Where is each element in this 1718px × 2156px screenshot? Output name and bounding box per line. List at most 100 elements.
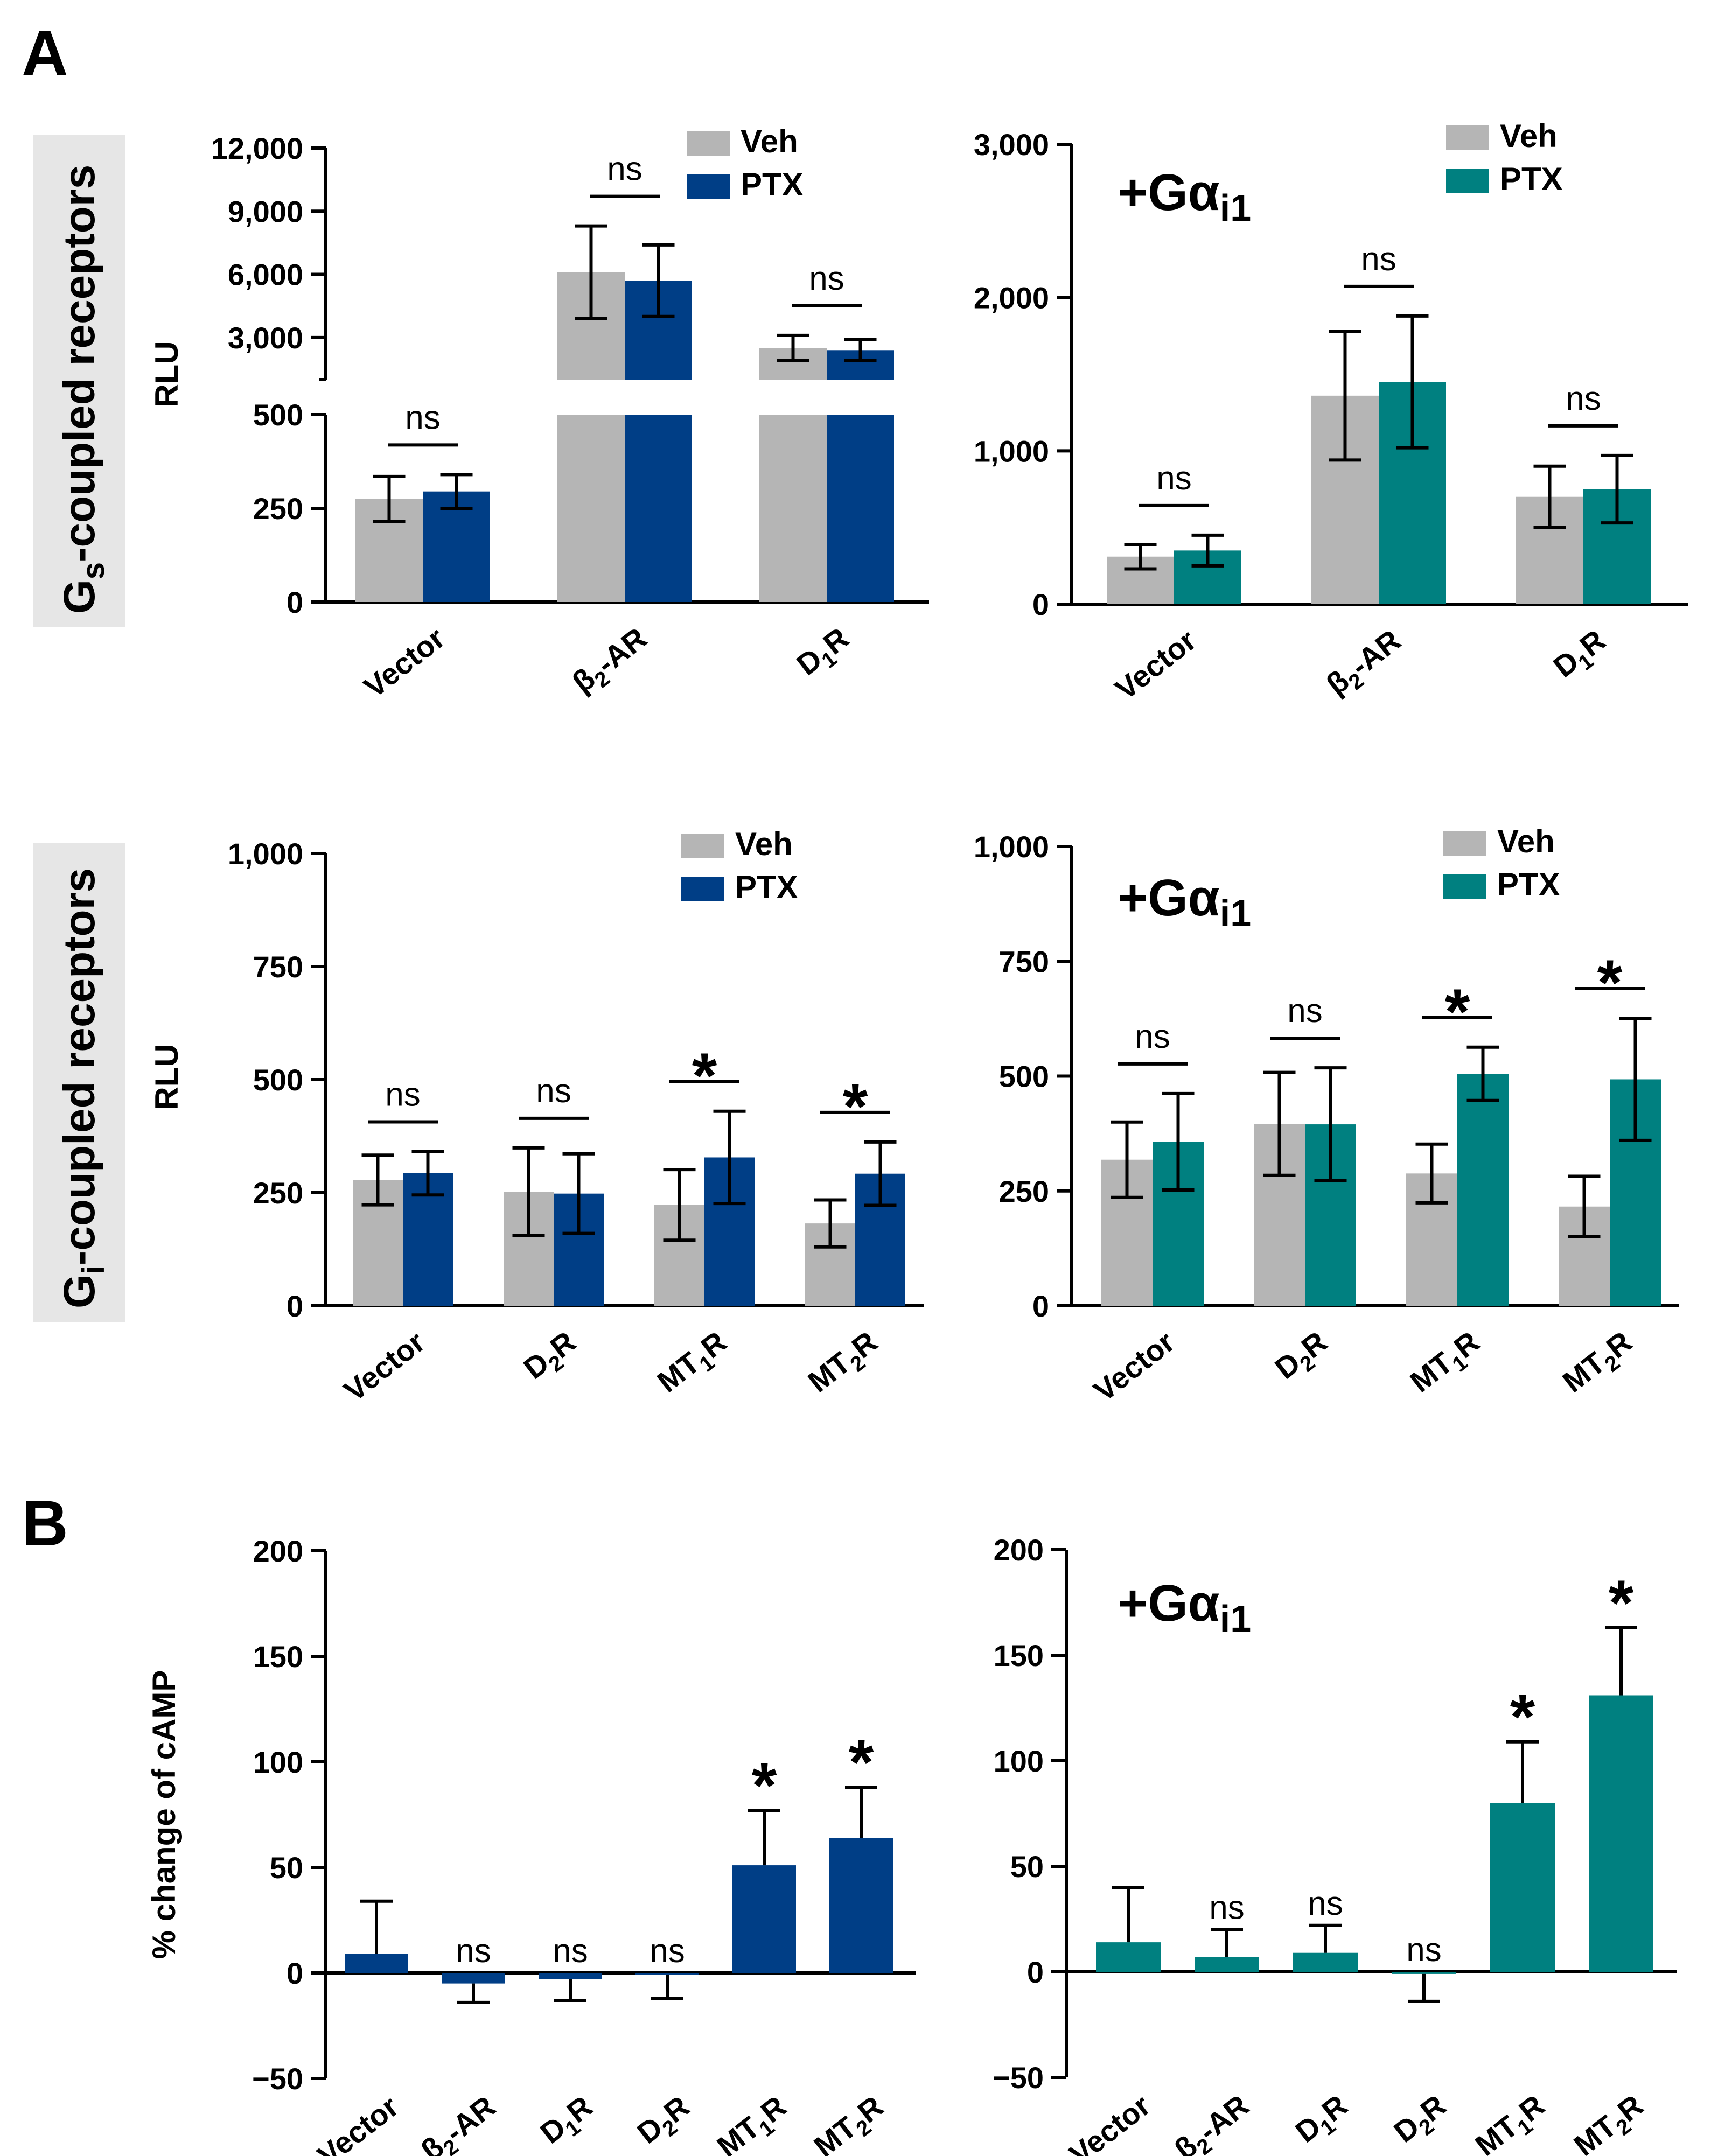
x-tick-label-main: MT	[1556, 1345, 1611, 1398]
significance-label: ns	[809, 260, 844, 297]
significance-label: *	[752, 1749, 777, 1822]
y-tick-label: 250	[999, 1174, 1049, 1208]
significance-label: ns	[1156, 460, 1191, 497]
y-tick-label: 3,000	[974, 128, 1049, 162]
row-label-box-gs	[33, 135, 125, 627]
x-tick-label: D1R	[534, 2089, 602, 2155]
legend-swatch-ptx	[1443, 874, 1486, 899]
significance-label: ns	[1135, 1018, 1170, 1055]
bar-ptx	[1490, 1803, 1555, 1972]
x-tick-label: D2R	[1268, 1325, 1337, 1390]
bar-ptx	[1392, 1972, 1456, 1974]
x-tick-label-main: Vector	[1109, 623, 1203, 706]
legend-label-ptx: PTX	[1497, 866, 1560, 902]
y-tick-label: 750	[253, 950, 303, 984]
y-tick-label: 12,000	[211, 131, 303, 165]
x-tick-label: MT2R	[1556, 1325, 1642, 1404]
significance-label: *	[843, 1070, 868, 1143]
significance-label: *	[692, 1040, 717, 1112]
bar-ptx	[442, 1973, 505, 1984]
bar-veh	[557, 415, 625, 602]
y-tick-label: 500	[253, 398, 303, 432]
x-tick-label: MT2R	[1567, 2088, 1653, 2156]
bar-ptx	[829, 1838, 893, 1973]
x-tick-label: Vector	[1063, 2088, 1157, 2156]
legend-swatch-ptx	[681, 877, 724, 901]
legend-swatch-ptx	[687, 174, 730, 199]
x-tick-label: MT1R	[1403, 1325, 1489, 1404]
bar-ptx	[635, 1973, 699, 1975]
legend-label-ptx: PTX	[1500, 161, 1563, 197]
x-tick-label: β2-AR	[415, 2089, 505, 2156]
x-tick-label-main: Vector	[1087, 1325, 1181, 1408]
panel-title: +Gαi1	[1118, 164, 1251, 229]
row-label-gs: Gs-coupled receptors	[55, 165, 111, 614]
x-tick-label: MT2R	[801, 1325, 887, 1404]
chart-b1-camp-change: −50 0 50 100 150 200 % change of cAMP Vector ns β…	[146, 1534, 916, 2156]
bar-ptx	[1096, 1942, 1161, 1972]
legend-swatch-veh	[1446, 125, 1489, 150]
x-tick-label-main: Vector	[311, 2089, 405, 2156]
row-label-box-gi	[33, 843, 125, 1322]
chart-a1-gs-rlu: 0 250 500 3,000 6,000 9,000 12,000 RLU ns Vector n…	[149, 123, 929, 704]
y-tick-label: 0	[287, 1956, 303, 1990]
x-tick-label-main: MT	[710, 2110, 766, 2156]
x-tick-label: D2R	[1387, 2088, 1456, 2154]
y-tick-label: 250	[253, 492, 303, 526]
y-tick-label: 100	[994, 1744, 1044, 1778]
x-tick-label: D1R	[790, 621, 858, 687]
y-tick-label: 500	[253, 1063, 303, 1097]
significance-label: ns	[1209, 1889, 1244, 1927]
x-tick-label: D1R	[1289, 2088, 1357, 2154]
panel-title-sub: i1	[1220, 892, 1251, 934]
x-tick-label: Vector	[1087, 1325, 1181, 1408]
x-tick-label: MT1R	[710, 2089, 796, 2156]
x-tick-label: β2-AR	[1168, 2088, 1259, 2156]
legend-label-ptx: PTX	[735, 869, 798, 905]
significance-label: *	[849, 1726, 874, 1798]
legend-label-veh: Veh	[1497, 823, 1555, 859]
x-tick-label: D2R	[517, 1325, 585, 1390]
panel-title-main: +Gα	[1118, 1574, 1220, 1632]
y-tick-label: 50	[1010, 1850, 1044, 1884]
y-tick-label: 1,000	[228, 837, 303, 871]
x-tick-label: β2-AR	[1320, 623, 1410, 706]
x-tick-label: β2-AR	[566, 621, 657, 704]
y-tick-label: −50	[252, 2062, 303, 2096]
y-tick-label: 150	[994, 1639, 1044, 1672]
y-tick-label: 1,000	[974, 830, 1049, 864]
legend-swatch-ptx	[1446, 169, 1489, 193]
x-tick-label: MT1R	[651, 1325, 736, 1404]
x-tick-label: MT2R	[807, 2089, 893, 2156]
bar-veh	[759, 415, 827, 602]
y-tick-label: 250	[253, 1176, 303, 1210]
significance-label: ns	[1308, 1885, 1343, 1922]
y-tick-label: −50	[993, 2061, 1044, 2095]
significance-label: ns	[1566, 380, 1601, 417]
y-tick-label: 3,000	[228, 321, 303, 355]
y-axis-label: RLU	[149, 1044, 185, 1110]
bar-ptx	[539, 1973, 602, 1979]
panel-title-main: +Gα	[1118, 164, 1220, 221]
row-label-gi: Gi-coupled receptors	[55, 868, 111, 1308]
y-axis-label: RLU	[149, 341, 185, 407]
significance-label: ns	[607, 151, 642, 188]
x-tick-label: Vector	[338, 1325, 431, 1408]
panel-title-sub: i1	[1220, 1598, 1251, 1640]
y-tick-label: 0	[287, 1289, 303, 1323]
significance-label: ns	[385, 1076, 420, 1114]
significance-label: ns	[1287, 992, 1322, 1030]
y-tick-label: 0	[287, 585, 303, 619]
y-tick-label: 500	[999, 1060, 1049, 1094]
y-tick-label: 6,000	[228, 258, 303, 292]
bar-ptx	[1457, 1074, 1509, 1306]
y-tick-label: 50	[270, 1851, 303, 1885]
x-tick-label: D1R	[1547, 623, 1615, 689]
x-tick-label: Vector	[358, 621, 451, 704]
x-tick-label-main: MT	[1567, 2109, 1623, 2156]
y-tick-label: 100	[253, 1745, 303, 1779]
significance-label: *	[1445, 976, 1470, 1048]
y-axis-label: % change of cAMP	[146, 1670, 182, 1959]
y-tick-label: 750	[999, 944, 1049, 978]
